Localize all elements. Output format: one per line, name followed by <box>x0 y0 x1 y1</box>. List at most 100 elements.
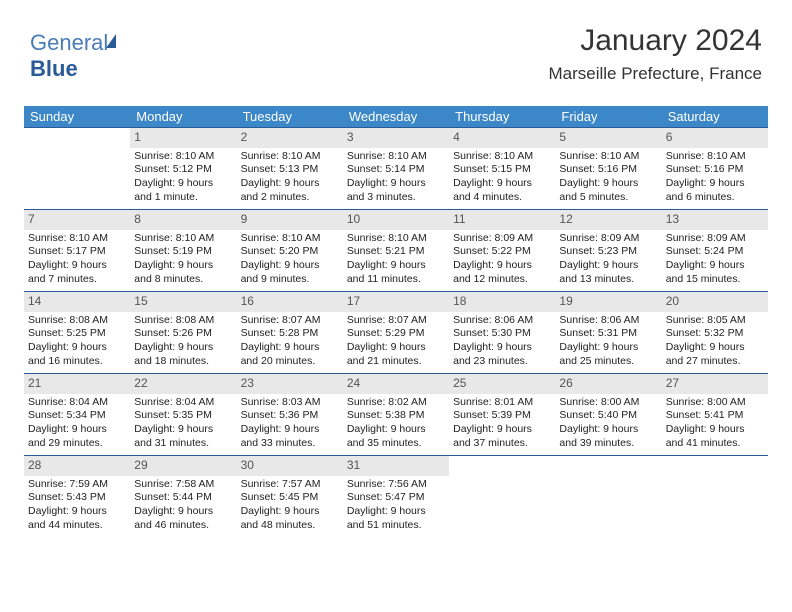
sunset-text: Sunset: 5:45 PM <box>241 491 339 505</box>
sunrise-text: Sunrise: 8:00 AM <box>559 396 657 410</box>
calendar-cell: 13Sunrise: 8:09 AMSunset: 5:24 PMDayligh… <box>662 210 768 292</box>
calendar-cell: 3Sunrise: 8:10 AMSunset: 5:14 PMDaylight… <box>343 128 449 210</box>
daylight1-text: Daylight: 9 hours <box>241 505 339 519</box>
daylight2-text: and 41 minutes. <box>666 437 764 451</box>
daylight1-text: Daylight: 9 hours <box>347 341 445 355</box>
daylight2-text: and 7 minutes. <box>28 273 126 287</box>
sunset-text: Sunset: 5:15 PM <box>453 163 551 177</box>
calendar-cell <box>24 128 130 210</box>
sunrise-text: Sunrise: 8:00 AM <box>666 396 764 410</box>
day-body: Sunrise: 7:58 AMSunset: 5:44 PMDaylight:… <box>130 476 236 537</box>
sunset-text: Sunset: 5:29 PM <box>347 327 445 341</box>
day-body: Sunrise: 8:08 AMSunset: 5:25 PMDaylight:… <box>24 312 130 373</box>
calendar-cell: 12Sunrise: 8:09 AMSunset: 5:23 PMDayligh… <box>555 210 661 292</box>
sunset-text: Sunset: 5:31 PM <box>559 327 657 341</box>
sunrise-text: Sunrise: 8:09 AM <box>453 232 551 246</box>
daylight1-text: Daylight: 9 hours <box>134 341 232 355</box>
sunset-text: Sunset: 5:21 PM <box>347 245 445 259</box>
day-body: Sunrise: 8:10 AMSunset: 5:16 PMDaylight:… <box>555 148 661 209</box>
calendar-cell: 11Sunrise: 8:09 AMSunset: 5:22 PMDayligh… <box>449 210 555 292</box>
day-body: Sunrise: 8:10 AMSunset: 5:21 PMDaylight:… <box>343 230 449 291</box>
daylight1-text: Daylight: 9 hours <box>28 423 126 437</box>
sunset-text: Sunset: 5:44 PM <box>134 491 232 505</box>
calendar-cell: 25Sunrise: 8:01 AMSunset: 5:39 PMDayligh… <box>449 374 555 456</box>
day-body: Sunrise: 8:10 AMSunset: 5:14 PMDaylight:… <box>343 148 449 209</box>
day-body: Sunrise: 8:04 AMSunset: 5:34 PMDaylight:… <box>24 394 130 455</box>
daylight1-text: Daylight: 9 hours <box>453 423 551 437</box>
daylight2-text: and 46 minutes. <box>134 519 232 533</box>
daylight2-text: and 18 minutes. <box>134 355 232 369</box>
day-number: 6 <box>662 128 768 148</box>
day-number: 3 <box>343 128 449 148</box>
logo-triangle-icon <box>106 34 116 48</box>
day-body: Sunrise: 8:07 AMSunset: 5:29 PMDaylight:… <box>343 312 449 373</box>
daylight2-text: and 51 minutes. <box>347 519 445 533</box>
daylight1-text: Daylight: 9 hours <box>453 341 551 355</box>
day-number: 2 <box>237 128 343 148</box>
day-number: 27 <box>662 374 768 394</box>
day-number: 25 <box>449 374 555 394</box>
logo: General Blue <box>30 30 116 82</box>
daylight1-text: Daylight: 9 hours <box>347 505 445 519</box>
daylight2-text: and 2 minutes. <box>241 191 339 205</box>
calendar-cell: 19Sunrise: 8:06 AMSunset: 5:31 PMDayligh… <box>555 292 661 374</box>
sunrise-text: Sunrise: 8:08 AM <box>134 314 232 328</box>
daylight2-text: and 21 minutes. <box>347 355 445 369</box>
daylight2-text: and 15 minutes. <box>666 273 764 287</box>
sunrise-text: Sunrise: 8:04 AM <box>28 396 126 410</box>
day-body: Sunrise: 8:00 AMSunset: 5:41 PMDaylight:… <box>662 394 768 455</box>
day-number: 30 <box>237 456 343 476</box>
day-body: Sunrise: 8:00 AMSunset: 5:40 PMDaylight:… <box>555 394 661 455</box>
daylight1-text: Daylight: 9 hours <box>453 177 551 191</box>
sunset-text: Sunset: 5:12 PM <box>134 163 232 177</box>
daylight2-text: and 5 minutes. <box>559 191 657 205</box>
sunrise-text: Sunrise: 8:10 AM <box>241 150 339 164</box>
day-body: Sunrise: 7:56 AMSunset: 5:47 PMDaylight:… <box>343 476 449 537</box>
sunset-text: Sunset: 5:35 PM <box>134 409 232 423</box>
calendar-cell: 23Sunrise: 8:03 AMSunset: 5:36 PMDayligh… <box>237 374 343 456</box>
daylight2-text: and 35 minutes. <box>347 437 445 451</box>
daylight1-text: Daylight: 9 hours <box>666 341 764 355</box>
daylight2-text: and 33 minutes. <box>241 437 339 451</box>
day-number: 23 <box>237 374 343 394</box>
calendar-cell: 28Sunrise: 7:59 AMSunset: 5:43 PMDayligh… <box>24 456 130 538</box>
sunset-text: Sunset: 5:22 PM <box>453 245 551 259</box>
sunset-text: Sunset: 5:28 PM <box>241 327 339 341</box>
sunset-text: Sunset: 5:34 PM <box>28 409 126 423</box>
title-block: January 2024 Marseille Prefecture, Franc… <box>548 24 762 84</box>
weekday-header: Sunday <box>24 106 130 128</box>
daylight2-text: and 23 minutes. <box>453 355 551 369</box>
day-number: 11 <box>449 210 555 230</box>
daylight2-text: and 4 minutes. <box>453 191 551 205</box>
calendar-cell <box>449 456 555 538</box>
sunrise-text: Sunrise: 8:10 AM <box>28 232 126 246</box>
daylight1-text: Daylight: 9 hours <box>666 423 764 437</box>
calendar-row: 7Sunrise: 8:10 AMSunset: 5:17 PMDaylight… <box>24 210 768 292</box>
daylight2-text: and 27 minutes. <box>666 355 764 369</box>
calendar-cell: 2Sunrise: 8:10 AMSunset: 5:13 PMDaylight… <box>237 128 343 210</box>
calendar-row: 1Sunrise: 8:10 AMSunset: 5:12 PMDaylight… <box>24 128 768 210</box>
daylight2-text: and 29 minutes. <box>28 437 126 451</box>
calendar-cell: 14Sunrise: 8:08 AMSunset: 5:25 PMDayligh… <box>24 292 130 374</box>
day-number: 26 <box>555 374 661 394</box>
day-number: 1 <box>130 128 236 148</box>
sunset-text: Sunset: 5:23 PM <box>559 245 657 259</box>
day-body: Sunrise: 8:05 AMSunset: 5:32 PMDaylight:… <box>662 312 768 373</box>
calendar-cell: 7Sunrise: 8:10 AMSunset: 5:17 PMDaylight… <box>24 210 130 292</box>
day-body: Sunrise: 8:10 AMSunset: 5:20 PMDaylight:… <box>237 230 343 291</box>
calendar-cell: 6Sunrise: 8:10 AMSunset: 5:16 PMDaylight… <box>662 128 768 210</box>
calendar-cell <box>662 456 768 538</box>
day-number: 7 <box>24 210 130 230</box>
calendar-cell: 21Sunrise: 8:04 AMSunset: 5:34 PMDayligh… <box>24 374 130 456</box>
calendar-cell: 20Sunrise: 8:05 AMSunset: 5:32 PMDayligh… <box>662 292 768 374</box>
daylight2-text: and 12 minutes. <box>453 273 551 287</box>
sunrise-text: Sunrise: 7:56 AM <box>347 478 445 492</box>
sunrise-text: Sunrise: 8:10 AM <box>134 150 232 164</box>
calendar-cell: 17Sunrise: 8:07 AMSunset: 5:29 PMDayligh… <box>343 292 449 374</box>
sunrise-text: Sunrise: 8:07 AM <box>347 314 445 328</box>
daylight2-text: and 9 minutes. <box>241 273 339 287</box>
daylight2-text: and 16 minutes. <box>28 355 126 369</box>
calendar-cell: 29Sunrise: 7:58 AMSunset: 5:44 PMDayligh… <box>130 456 236 538</box>
calendar-cell: 4Sunrise: 8:10 AMSunset: 5:15 PMDaylight… <box>449 128 555 210</box>
calendar-cell: 16Sunrise: 8:07 AMSunset: 5:28 PMDayligh… <box>237 292 343 374</box>
